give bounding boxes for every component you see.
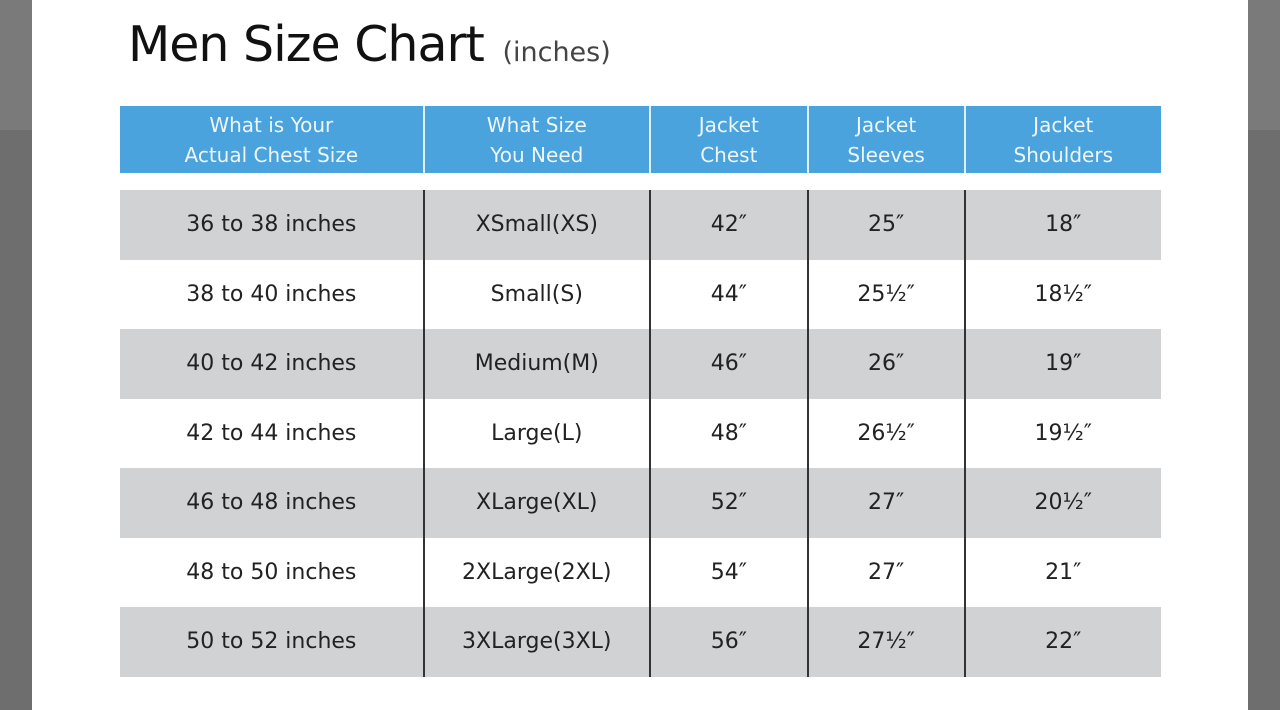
header-chest-size: What is Your Actual Chest Size: [184, 112, 359, 167]
cell-jacket-chest: 46″: [648, 329, 807, 399]
table-row: 38 to 40 inches Small(S) 44″ 25½″ 18½″: [120, 259, 1161, 329]
cell-jacket-shoulders: 18″: [963, 190, 1161, 260]
header-jacket-shoulders: Jacket Shoulders: [963, 106, 1161, 173]
cell-chest-size: 50 to 52 inches: [186, 629, 357, 655]
cell-jacket-shoulders: 22″: [963, 607, 1161, 677]
cell-size-needed: XSmall(XS): [422, 190, 649, 260]
cell-chest-size: 38 to 40 inches: [186, 281, 357, 307]
cell-size-needed: 3XLarge(3XL): [422, 607, 649, 677]
cell-size-needed: Small(S): [422, 259, 649, 329]
cell-jacket-sleeves: 27½″: [806, 607, 964, 677]
table-body: 36 to 38 inches XSmall(XS) 42″ 25″ 18″ 38 to …: [120, 190, 1161, 677]
background-left: [0, 0, 32, 130]
background-right: [1248, 0, 1280, 130]
cell-jacket-shoulders: 21″: [963, 537, 1161, 607]
header-jacket-chest: Jacket Chest: [648, 106, 807, 173]
header-jacket-sleeves: Jacket Sleeves: [806, 106, 964, 173]
cell-size-needed: Medium(M): [422, 329, 649, 399]
cell-jacket-sleeves: 26″: [806, 329, 964, 399]
cell-jacket-sleeves: 27″: [806, 468, 964, 538]
cell-chest-size: 48 to 50 inches: [186, 559, 357, 585]
cell-jacket-shoulders: 19½″: [963, 398, 1161, 468]
cell-jacket-sleeves: 25″: [806, 190, 964, 260]
table-row: 42 to 44 inches Large(L) 48″ 26½″ 19½″: [120, 398, 1161, 468]
cell-jacket-shoulders: 18½″: [963, 259, 1161, 329]
cell-jacket-sleeves: 26½″: [806, 398, 964, 468]
size-table: What is Your Actual Chest Size What Size…: [120, 106, 1161, 677]
cell-jacket-chest: 54″: [648, 537, 807, 607]
cell-jacket-chest: 42″: [648, 190, 807, 260]
cell-size-needed: Large(L): [422, 398, 649, 468]
cell-jacket-chest: 52″: [648, 468, 807, 538]
cell-chest-size: 40 to 42 inches: [186, 351, 357, 377]
cell-chest-size: 36 to 38 inches: [186, 212, 357, 238]
table-row: 50 to 52 inches 3XLarge(3XL) 56″ 27½″ 22″: [120, 607, 1161, 677]
table-header: What is Your Actual Chest Size What Size…: [120, 106, 1161, 173]
cell-size-needed: 2XLarge(2XL): [422, 537, 649, 607]
table-row: 36 to 38 inches XSmall(XS) 42″ 25″ 18″: [120, 190, 1161, 260]
cell-size-needed: XLarge(XL): [422, 468, 649, 538]
cell-jacket-shoulders: 19″: [963, 329, 1161, 399]
page-title: Men Size Chart (inches): [128, 16, 611, 73]
cell-jacket-sleeves: 25½″: [806, 259, 964, 329]
cell-jacket-chest: 56″: [648, 607, 807, 677]
table-row: 40 to 42 inches Medium(M) 46″ 26″ 19″: [120, 329, 1161, 399]
cell-chest-size: 42 to 44 inches: [186, 420, 357, 446]
title-unit: (inches): [502, 37, 611, 68]
cell-jacket-sleeves: 27″: [806, 537, 964, 607]
cell-jacket-chest: 44″: [648, 259, 807, 329]
cell-chest-size: 46 to 48 inches: [186, 490, 357, 516]
table-row: 46 to 48 inches XLarge(XL) 52″ 27″ 20½″: [120, 468, 1161, 538]
cell-jacket-shoulders: 20½″: [963, 468, 1161, 538]
table-row: 48 to 50 inches 2XLarge(2XL) 54″ 27″ 21″: [120, 537, 1161, 607]
cell-jacket-chest: 48″: [648, 398, 807, 468]
header-size-needed: What Size You Need: [422, 106, 649, 173]
title-text: Men Size Chart: [128, 16, 485, 73]
